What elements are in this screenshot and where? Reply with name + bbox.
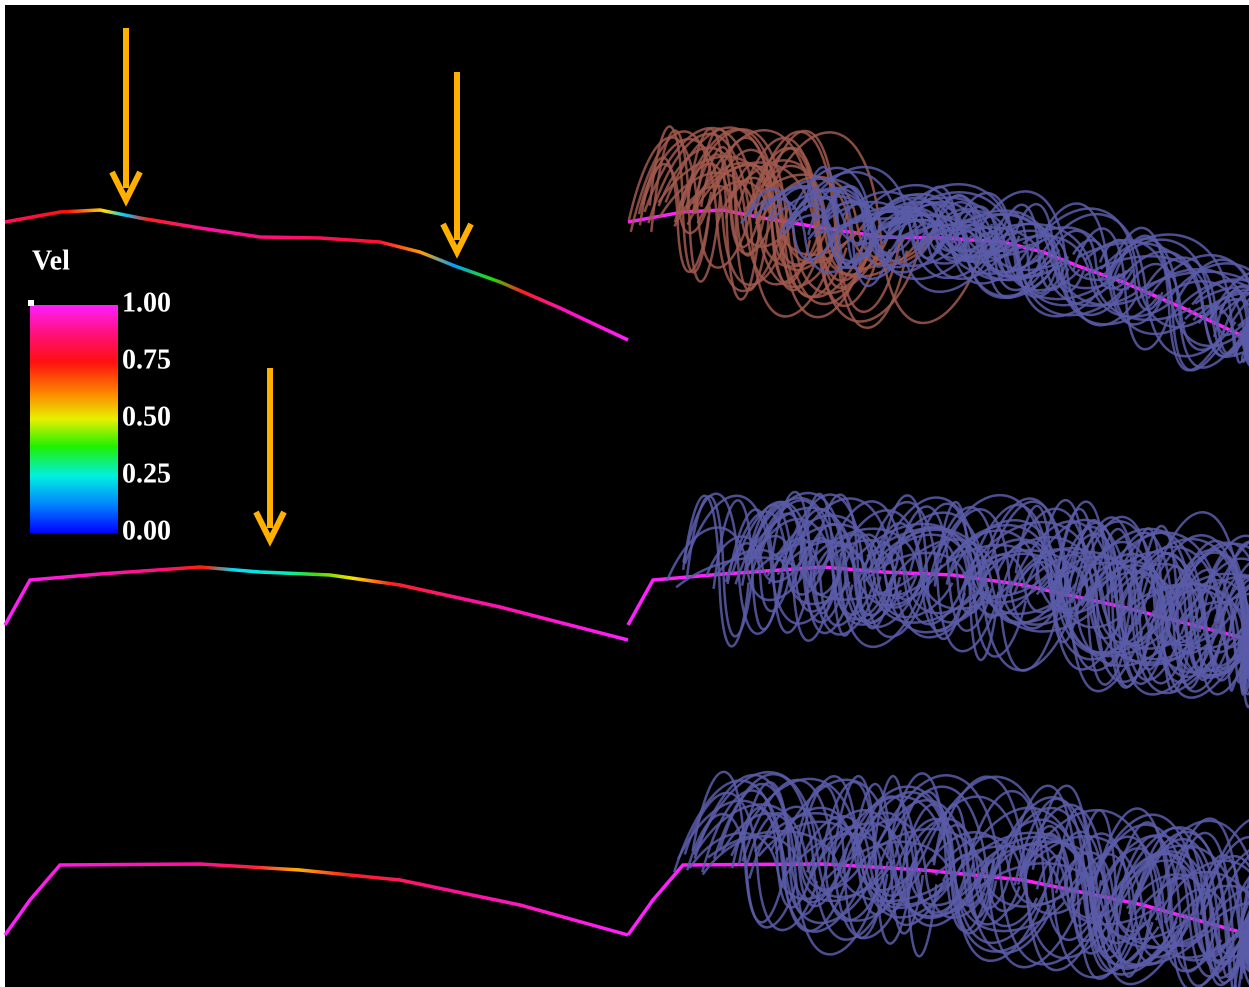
tick-label: 0.50 (122, 401, 171, 432)
colorbar-gradient (30, 305, 118, 533)
tick-label: 1.00 (122, 287, 171, 318)
marker (28, 300, 34, 306)
tick-label: 0.25 (122, 458, 171, 489)
tick-label: 0.75 (122, 344, 171, 375)
figure: Vel 1.00 0.75 0.50 0.25 0.00 (0, 0, 1249, 987)
tick-label: 0.00 (122, 515, 171, 546)
legend-title: Vel (32, 245, 70, 276)
